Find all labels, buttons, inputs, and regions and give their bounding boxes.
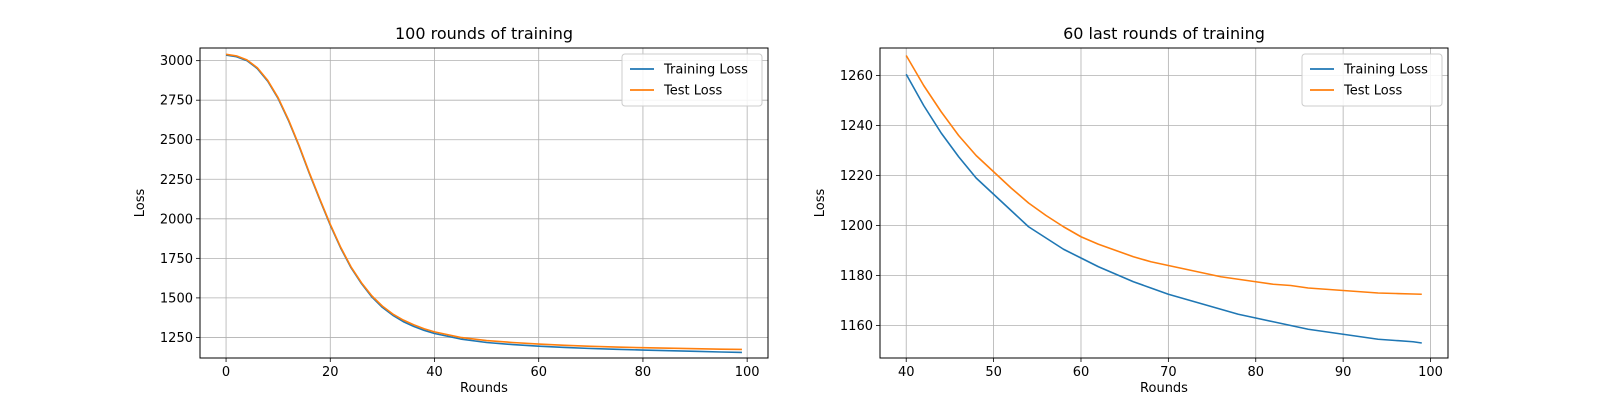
chart-1-x-tick-label: 40 (426, 365, 443, 380)
chart-1-x-axis-label: Rounds (460, 381, 508, 396)
chart-2-x-tick-label: 90 (1335, 365, 1352, 380)
chart-1-y-tick-label: 2250 (160, 173, 193, 188)
chart-1-x-tick-label: 20 (322, 365, 339, 380)
chart-1-x-tick-label: 60 (530, 365, 547, 380)
chart-1-x-tick-label: 80 (635, 365, 652, 380)
chart-1-series-test-loss-line (225, 53, 742, 351)
chart-2-y-axis-label: Loss (813, 189, 828, 218)
chart-2-legend (1301, 53, 1443, 107)
chart-2-x-tick-label: 50 (985, 365, 1002, 380)
chart-1-y-tick-label: 2500 (160, 133, 193, 148)
chart-2-x-tick-label: 60 (1073, 365, 1090, 380)
chart-1-x-tick-label: 0 (222, 365, 230, 380)
chart-2-series-test-loss-line (905, 55, 1422, 296)
chart-1-y-tick-label: 1500 (160, 291, 193, 306)
chart-1-y-tick-label: 1250 (160, 331, 193, 346)
chart-2-y-tick-label: 1220 (840, 169, 873, 184)
chart-2-legend-label: Training Loss (1343, 63, 1428, 78)
chart-1-y-axis-label: Loss (133, 189, 148, 218)
chart-1-x-tick-label: 100 (735, 365, 760, 380)
chart-1-y-tick-label: 1750 (160, 252, 193, 267)
chart-1-y-tick-label: 2750 (160, 94, 193, 109)
chart-2-x-axis-label: Rounds (1140, 381, 1188, 396)
chart-2-x-tick-label: 80 (1247, 365, 1264, 380)
chart-2-series-training-loss-line (905, 73, 1422, 344)
chart-1-legend-label: Test Loss (663, 84, 722, 99)
chart-2-y-tick-label: 1180 (840, 269, 873, 284)
chart-2-y-tick-label: 1200 (840, 219, 873, 234)
chart-1-title: 100 rounds of training (395, 24, 573, 43)
chart-2-x-tick-label: 70 (1160, 365, 1177, 380)
chart-1-legend-label: Training Loss (663, 63, 748, 78)
chart-2-y-tick-label: 1240 (840, 119, 873, 134)
chart-2-title: 60 last rounds of training (1063, 24, 1265, 43)
chart-2-x-tick-label: 40 (898, 365, 915, 380)
chart-2-x-tick-label: 100 (1418, 365, 1443, 380)
chart-1-y-tick-label: 2000 (160, 212, 193, 227)
chart-1-legend (621, 53, 763, 107)
chart-1-y-tick-label: 3000 (160, 54, 193, 69)
chart-2-legend-label: Test Loss (1343, 84, 1402, 99)
chart-2-y-tick-label: 1160 (840, 319, 873, 334)
chart-1-axes-frame (199, 47, 769, 359)
chart-2-y-tick-label: 1260 (840, 69, 873, 84)
chart-2-axes-frame (879, 47, 1449, 359)
